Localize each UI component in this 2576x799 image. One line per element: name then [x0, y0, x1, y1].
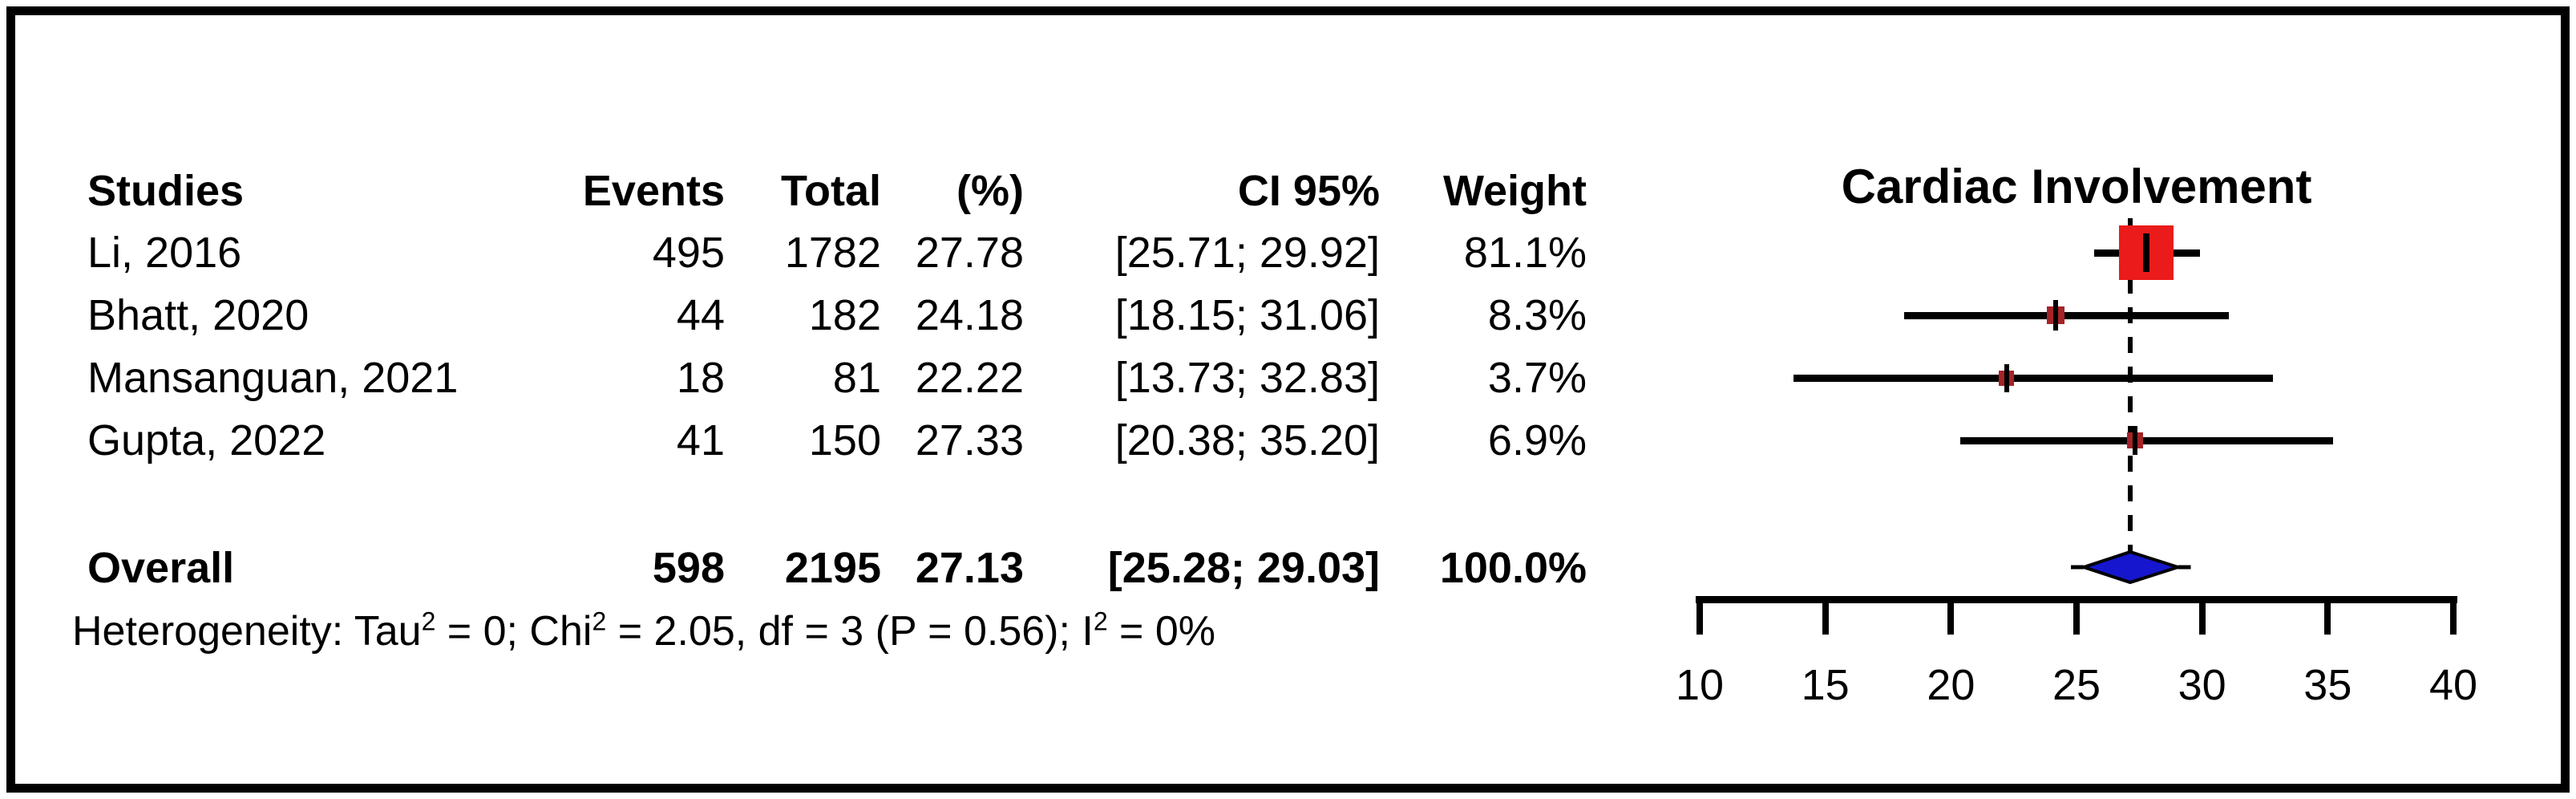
x-axis-tick-label-30: 30: [2178, 661, 2226, 709]
plot-title: Cardiac Involvement: [1841, 160, 2312, 213]
study-estimate-tick-4: [2133, 426, 2137, 455]
table-header-row-cell-study: Studies: [87, 167, 245, 215]
x-axis-tick-label-20: 20: [1927, 661, 1975, 709]
figure-border-frame: Studies Events Total (%) CI 95% Weight Li, 201…: [6, 6, 2570, 793]
table-row-4-cell-study: Gupta, 2022: [87, 416, 326, 464]
x-axis-tick-30: [2198, 596, 2206, 635]
heterogeneity-superscript: 2: [421, 606, 436, 636]
heterogeneity-note: Heterogeneity: Tau2 = 0; Chi2 = 2.05, df…: [72, 603, 1215, 659]
summary-table: Studies Events Total (%) CI 95% Weight Li, 201…: [15, 15, 2561, 784]
table-row-2-cell-total: 182: [808, 291, 881, 339]
ci-whisker-2: [1904, 312, 2229, 319]
table-row-4-cell-total: 150: [808, 416, 881, 464]
table-row-1-cell-total: 1782: [784, 229, 881, 277]
table-row-1-cell-events: 495: [652, 229, 725, 277]
x-axis-tick-label-35: 35: [2303, 661, 2352, 709]
heterogeneity-superscript: 2: [592, 606, 607, 636]
table-row-3-cell-events: 18: [676, 354, 725, 402]
table-row-1-cell-pct: 27.78: [915, 229, 1024, 277]
heterogeneity-text: Heterogeneity: Tau: [72, 608, 422, 655]
study-estimate-tick-1: [2143, 233, 2150, 272]
table-row-1-cell-weight: 81.1%: [1463, 229, 1587, 277]
table-header-row-cell-ci: CI 95%: [1237, 167, 1380, 215]
table-row-4-cell-events: 41: [676, 416, 725, 464]
heterogeneity-superscript: 2: [1093, 606, 1108, 636]
heterogeneity-text: = 0%: [1107, 608, 1216, 655]
overall-diamond-shape: [2078, 550, 2183, 585]
table-row-3-cell-study: Mansanguan, 2021: [87, 354, 459, 402]
study-estimate-tick-3: [2004, 363, 2009, 392]
table-row-3-cell-total: 81: [832, 354, 881, 402]
x-axis-tick-25: [2073, 596, 2080, 635]
table-row-2-cell-ci: [18.15; 31.06]: [1114, 291, 1380, 339]
x-axis-tick-15: [1822, 596, 1829, 635]
table-row-2-cell-weight: 8.3%: [1487, 291, 1587, 339]
x-axis-tick-10: [1696, 596, 1703, 635]
table-header-row: Studies Events Total (%) CI 95% Weight: [15, 160, 1619, 222]
table-overall-row-cell-study: Overall: [87, 544, 235, 592]
table-row-2-cell-study: Bhatt, 2020: [87, 291, 309, 339]
table-row-2-cell-events: 44: [676, 291, 725, 339]
table-row-3-cell-pct: 22.22: [915, 354, 1024, 402]
table-row-2-cell-pct: 24.18: [915, 291, 1024, 339]
ci-whisker-4: [1960, 437, 2333, 444]
table-overall-row-cell-events: 598: [652, 544, 725, 592]
table-overall-row: Overall 598 2195 27.13 [25.28; 29.03] 100.0%: [15, 537, 1619, 599]
heterogeneity-text: = 2.05, df = 3 (P = 0.56); I: [606, 608, 1094, 655]
table-overall-row-cell-ci: [25.28; 29.03]: [1107, 544, 1380, 592]
table-overall-row-cell-weight: 100.0%: [1439, 544, 1587, 592]
table-header-row-cell-weight: Weight: [1443, 167, 1587, 215]
table-row-4: Gupta, 2022 41 150 27.33 [20.38; 35.20] 6.9%: [15, 409, 1619, 472]
x-axis-tick-label-10: 10: [1675, 661, 1725, 709]
table-header-row-cell-pct: (%): [956, 167, 1024, 215]
study-estimate-tick-2: [2053, 300, 2059, 331]
table-row-2: Bhatt, 2020 44 182 24.18 [18.15; 31.06] 8.3%: [15, 284, 1619, 347]
table-row-4-cell-pct: 27.33: [915, 416, 1024, 464]
table-row-4-cell-weight: 6.9%: [1487, 416, 1587, 464]
table-header-row-cell-total: Total: [781, 167, 881, 215]
x-axis-tick-label-40: 40: [2428, 661, 2478, 709]
table-row-3-cell-weight: 3.7%: [1487, 354, 1587, 402]
table-row-1-cell-study: Li, 2016: [87, 229, 242, 277]
forest-plot: 10 15 20 25 30 35 40: [15, 15, 2561, 784]
table-row-1-cell-ci: [25.71; 29.92]: [1114, 229, 1380, 277]
x-axis-tick-label-15: 15: [1801, 661, 1850, 709]
x-axis-tick-35: [2324, 596, 2331, 635]
x-axis-tick-label-25: 25: [2052, 661, 2101, 709]
table-overall-row-cell-total: 2195: [784, 544, 881, 592]
x-axis-tick-20: [1947, 596, 1955, 635]
ci-whisker-3: [1793, 375, 2274, 382]
table-row-1: Li, 2016 495 1782 27.78 [25.71; 29.92] 81.1%: [15, 221, 1619, 284]
table-overall-row-cell-pct: 27.13: [915, 544, 1024, 592]
overall-diamond: [2070, 550, 2191, 585]
table-row-3-cell-ci: [13.73; 32.83]: [1114, 354, 1380, 402]
table-header-row-cell-events: Events: [582, 167, 725, 215]
table-row-3: Mansanguan, 2021 18 81 22.22 [13.73; 32.83] 3…: [15, 347, 1619, 409]
overall-estimate-reference-line: [2127, 218, 2133, 553]
x-axis-tick-40: [2450, 596, 2457, 635]
heterogeneity-text: = 0; Chi: [435, 608, 592, 655]
table-row-4-cell-ci: [20.38; 35.20]: [1114, 416, 1380, 464]
